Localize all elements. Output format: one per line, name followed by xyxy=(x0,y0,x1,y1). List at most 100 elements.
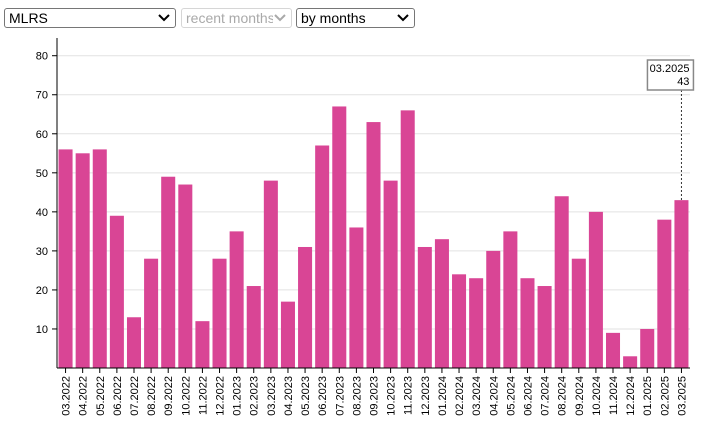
bar[interactable] xyxy=(75,153,90,368)
x-tick-label: 06.2023 xyxy=(317,376,329,416)
x-tick-label: 11.2023 xyxy=(403,376,415,415)
x-tick-label: 05.2022 xyxy=(95,376,107,416)
bar[interactable] xyxy=(434,239,449,368)
bar[interactable] xyxy=(315,145,330,368)
bar[interactable] xyxy=(640,328,655,368)
bar[interactable] xyxy=(400,110,415,368)
period-select: recent months xyxy=(181,8,292,28)
bar[interactable] xyxy=(58,149,73,368)
tooltip-label: 03.2025 xyxy=(650,63,690,75)
bar[interactable] xyxy=(161,176,176,368)
x-tick-label: 10.2022 xyxy=(180,376,192,416)
x-tick-label: 01.2025 xyxy=(642,376,654,416)
grouping-select[interactable]: by months xyxy=(296,8,415,28)
x-tick-label: 11.2022 xyxy=(197,376,209,415)
x-tick-label: 06.2022 xyxy=(112,376,124,416)
x-tick-label: 08.2023 xyxy=(351,376,363,416)
period-select-value: recent months xyxy=(186,10,274,26)
y-tick-label: 70 xyxy=(36,90,48,102)
x-tick-label: 06.2024 xyxy=(522,376,534,416)
x-tick-label: 12.2023 xyxy=(420,376,432,416)
x-tick-label: 04.2022 xyxy=(78,376,90,416)
tooltip-value: 43 xyxy=(677,76,689,88)
x-tick-label: 01.2024 xyxy=(437,376,449,416)
bar[interactable] xyxy=(126,317,142,368)
x-tick-label: 03.2023 xyxy=(266,376,278,416)
bar[interactable] xyxy=(417,246,432,368)
x-tick-label: 02.2024 xyxy=(454,376,466,416)
chevron-down-icon xyxy=(273,11,287,25)
x-tick-label: 08.2022 xyxy=(146,376,158,416)
bar[interactable] xyxy=(452,274,467,368)
y-tick-label: 30 xyxy=(36,246,48,258)
x-tick-label: 04.2024 xyxy=(488,376,500,416)
x-tick-label: 02.2023 xyxy=(249,376,261,416)
bar[interactable] xyxy=(246,286,261,368)
y-tick-label: 10 xyxy=(36,324,48,336)
x-tick-label: 10.2024 xyxy=(591,376,603,416)
bar[interactable] xyxy=(349,227,364,368)
x-tick-label: 07.2023 xyxy=(334,376,346,416)
bar[interactable] xyxy=(537,286,552,368)
x-tick-label: 09.2022 xyxy=(163,376,175,416)
bar[interactable] xyxy=(503,231,518,368)
tooltip: 03.2025 43 xyxy=(646,59,695,201)
y-axis: 10 20 30 40 50 60 70 80 xyxy=(36,38,58,368)
bar[interactable] xyxy=(332,106,347,369)
bar[interactable] xyxy=(298,246,313,368)
grouping-select-value: by months xyxy=(301,10,366,26)
x-tick-label: 05.2024 xyxy=(505,376,517,416)
indicator-select[interactable]: MLRS xyxy=(4,8,176,28)
x-tick-label: 03.2025 xyxy=(676,376,688,416)
bar[interactable] xyxy=(366,122,381,368)
bar[interactable] xyxy=(229,231,244,368)
x-tick-label: 01.2023 xyxy=(232,376,244,416)
bar[interactable] xyxy=(263,180,278,368)
bar[interactable] xyxy=(588,211,603,368)
bar[interactable] xyxy=(92,149,107,368)
bar[interactable] xyxy=(144,258,159,368)
chevron-down-icon xyxy=(157,11,171,25)
x-tick-label: 12.2022 xyxy=(215,376,227,416)
indicator-select-value: MLRS xyxy=(9,10,48,26)
x-tick-label: 09.2024 xyxy=(574,376,586,416)
x-tick-label: 04.2023 xyxy=(283,376,295,416)
x-axis: 03.2022 04.2022 05.2022 06.2022 07.2022 08.20… xyxy=(57,367,690,416)
bar[interactable] xyxy=(109,215,124,368)
bar[interactable] xyxy=(623,356,638,368)
y-tick-label: 60 xyxy=(36,129,48,141)
x-tick-label: 02.2025 xyxy=(659,376,671,416)
bar[interactable] xyxy=(657,219,672,368)
x-tick-label: 12.2024 xyxy=(625,376,637,416)
toolbar: MLRS recent months by months xyxy=(0,0,717,36)
x-tick-label: 08.2024 xyxy=(557,376,569,416)
x-tick-label: 07.2022 xyxy=(129,376,141,416)
bar-chart: 10 20 30 40 50 60 70 80 03.2022 04.2022 05.2022 06… xyxy=(36,38,695,416)
x-tick-label: 09.2023 xyxy=(369,376,381,416)
bars xyxy=(58,106,689,369)
x-tick-label: 05.2023 xyxy=(300,376,312,416)
y-tick-label: 20 xyxy=(36,285,48,297)
bar[interactable] xyxy=(486,250,501,368)
bar[interactable] xyxy=(674,200,689,368)
x-tick-label: 11.2024 xyxy=(608,376,620,415)
bar[interactable] xyxy=(520,278,535,368)
chevron-down-icon xyxy=(396,11,410,25)
bar[interactable] xyxy=(195,321,210,368)
y-tick-label: 40 xyxy=(36,207,48,219)
y-tick-label: 50 xyxy=(36,168,48,180)
bar[interactable] xyxy=(212,258,227,368)
x-tick-label: 03.2022 xyxy=(61,376,73,416)
bar[interactable] xyxy=(554,196,569,368)
bar[interactable] xyxy=(469,278,484,368)
bar[interactable] xyxy=(280,301,295,368)
x-tick-label: 07.2024 xyxy=(540,376,552,416)
y-tick-label: 80 xyxy=(36,51,48,63)
x-tick-label: 03.2024 xyxy=(471,376,483,416)
bar[interactable] xyxy=(605,332,621,368)
tooltip-box xyxy=(646,59,695,91)
bar[interactable] xyxy=(178,184,193,368)
bar[interactable] xyxy=(383,180,398,368)
bar[interactable] xyxy=(571,258,586,368)
x-tick-label: 10.2023 xyxy=(386,376,398,416)
